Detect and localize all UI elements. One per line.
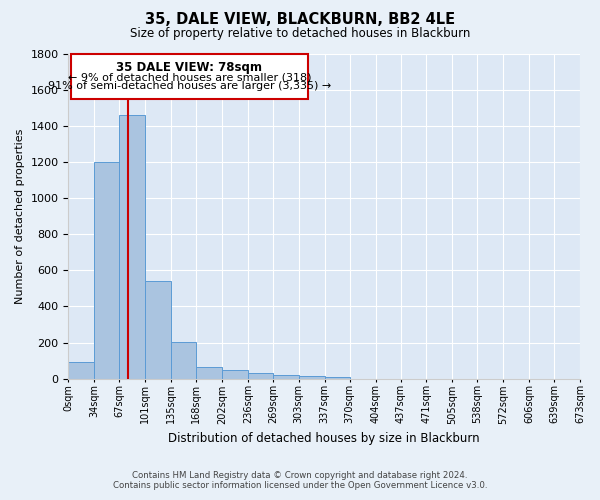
Text: 91% of semi-detached houses are larger (3,335) →: 91% of semi-detached houses are larger (… — [47, 81, 331, 91]
Bar — [68, 362, 94, 378]
Y-axis label: Number of detached properties: Number of detached properties — [15, 128, 25, 304]
Text: Contains HM Land Registry data © Crown copyright and database right 2024.
Contai: Contains HM Land Registry data © Crown c… — [113, 470, 487, 490]
Bar — [94, 162, 119, 378]
FancyBboxPatch shape — [71, 54, 308, 100]
Bar — [325, 377, 350, 378]
Text: Size of property relative to detached houses in Blackburn: Size of property relative to detached ho… — [130, 28, 470, 40]
Bar — [145, 281, 171, 378]
Bar — [196, 367, 222, 378]
Text: 35, DALE VIEW, BLACKBURN, BB2 4LE: 35, DALE VIEW, BLACKBURN, BB2 4LE — [145, 12, 455, 28]
Bar — [273, 374, 299, 378]
Bar — [119, 116, 145, 378]
Bar — [171, 342, 196, 378]
Text: 35 DALE VIEW: 78sqm: 35 DALE VIEW: 78sqm — [116, 61, 262, 74]
Bar — [222, 370, 248, 378]
X-axis label: Distribution of detached houses by size in Blackburn: Distribution of detached houses by size … — [169, 432, 480, 445]
Bar — [299, 376, 325, 378]
Text: ← 9% of detached houses are smaller (318): ← 9% of detached houses are smaller (318… — [68, 72, 311, 82]
Bar — [248, 373, 273, 378]
